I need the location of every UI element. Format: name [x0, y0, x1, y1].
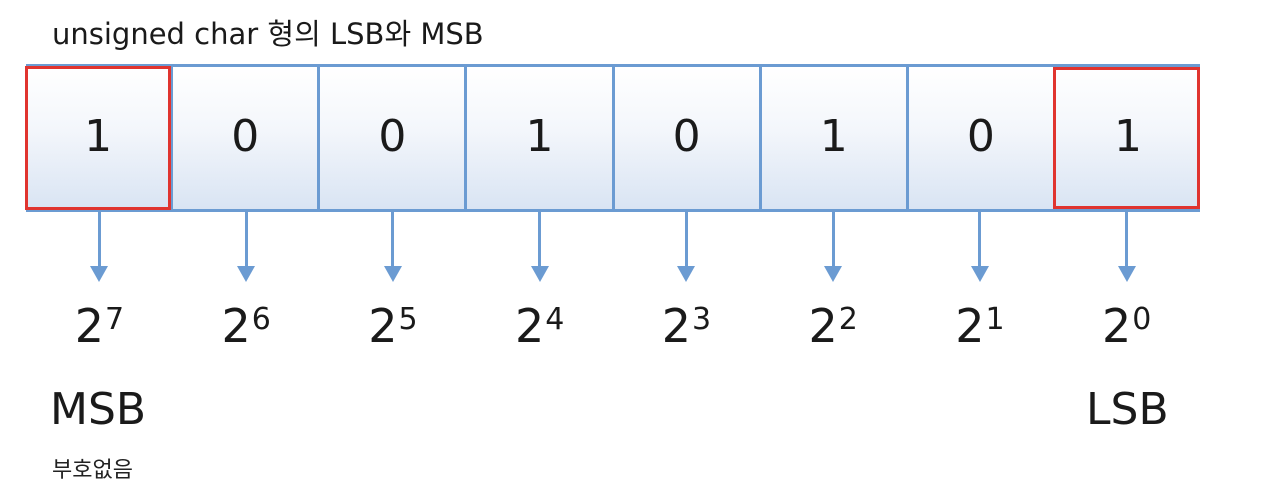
bit-value-2: 1 [819, 110, 848, 162]
bit-value-0: 1 [1113, 110, 1142, 162]
power-base: 2 [955, 299, 985, 353]
power-label-2: 22 [760, 296, 907, 356]
power-exponent: 5 [398, 302, 418, 337]
bit-cell-0: 1 [1052, 67, 1200, 209]
bit-cell-1: 0 [905, 67, 1053, 209]
power-exponent: 1 [985, 302, 1005, 337]
power-base: 2 [74, 299, 104, 353]
arrow-row [26, 212, 1200, 292]
power-label-7: 27 [26, 296, 173, 356]
bit-value-7: 1 [84, 110, 113, 162]
power-label-4: 24 [466, 296, 613, 356]
msb-label: MSB [50, 384, 147, 435]
bit-cell-3: 0 [611, 67, 759, 209]
bit-value-5: 0 [378, 110, 407, 162]
power-base: 2 [661, 299, 691, 353]
power-row: 27 26 25 24 23 22 21 20 [26, 296, 1200, 356]
power-exponent: 2 [838, 302, 858, 337]
unsigned-note: 부호없음 [52, 458, 133, 483]
power-exponent: 4 [545, 302, 565, 337]
down-arrow-icon [26, 212, 173, 292]
bit-cell-6: 0 [170, 67, 318, 209]
bit-cell-4: 1 [464, 67, 612, 209]
power-base: 2 [514, 299, 545, 353]
down-arrow-icon [907, 212, 1054, 292]
power-base: 2 [221, 299, 251, 353]
power-base: 2 [368, 299, 398, 353]
bit-cell-2: 1 [758, 67, 906, 209]
power-label-0: 20 [1053, 296, 1200, 356]
bit-cell-7: 1 [24, 66, 172, 210]
down-arrow-icon [466, 212, 613, 292]
down-arrow-icon [760, 212, 907, 292]
power-exponent: 0 [1132, 302, 1152, 337]
bit-value-1: 0 [966, 110, 995, 162]
power-exponent: 3 [691, 302, 712, 337]
down-arrow-icon [320, 212, 467, 292]
power-label-5: 25 [320, 296, 467, 356]
power-label-3: 23 [613, 296, 760, 356]
down-arrow-icon [1053, 212, 1200, 292]
bit-row: 1 0 0 1 0 1 0 1 [24, 64, 1200, 212]
down-arrow-icon [173, 212, 320, 292]
down-arrow-icon [613, 212, 760, 292]
bit-value-6: 0 [231, 110, 260, 162]
power-exponent: 6 [251, 302, 271, 337]
bit-cell-5: 0 [317, 67, 465, 209]
power-label-1: 21 [907, 296, 1054, 356]
bit-value-3: 0 [672, 110, 701, 162]
power-base: 2 [808, 299, 838, 353]
diagram-title: unsigned char 형의 LSB와 MSB [52, 17, 484, 51]
lsb-label: LSB [1086, 384, 1169, 435]
power-label-6: 26 [173, 296, 320, 356]
power-exponent: 7 [104, 302, 125, 337]
bit-value-4: 1 [525, 110, 554, 162]
power-base: 2 [1101, 299, 1132, 353]
